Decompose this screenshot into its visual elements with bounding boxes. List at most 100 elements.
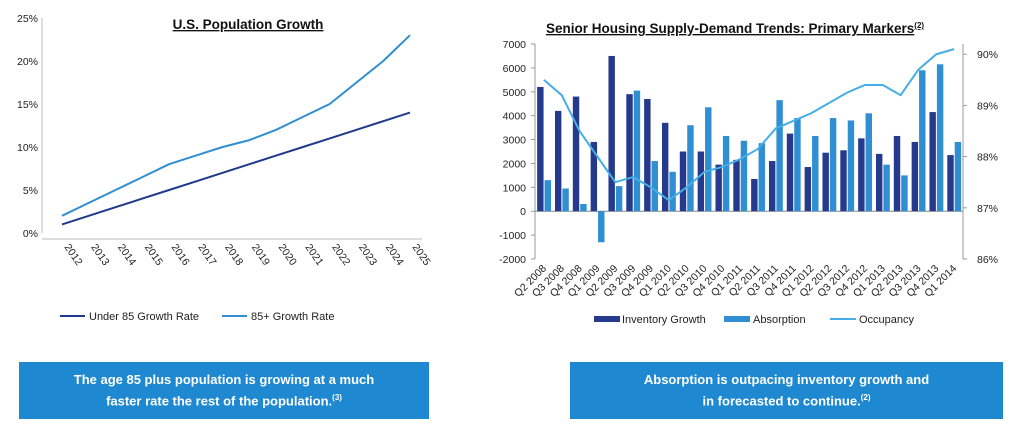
y-tick-label: 15% — [17, 99, 38, 111]
x-tick-label: 2017 — [195, 242, 218, 268]
x-tick-label: 2022 — [329, 242, 352, 268]
right-tick-label: 87% — [977, 203, 998, 215]
legend-label-85plus: 85+ Growth Rate — [251, 311, 334, 323]
absorption-bar — [722, 135, 730, 212]
inventory-bar — [715, 164, 722, 212]
inventory-bar — [858, 138, 865, 212]
right-tick-label: 90% — [977, 49, 998, 61]
absorption-bar — [740, 140, 748, 212]
inventory-bar — [697, 151, 705, 212]
inventory-bar — [608, 55, 615, 212]
population-growth-chart: U.S. Population Growth 0%5%10%15%20%25% … — [17, 13, 433, 323]
x-tick-label: 2016 — [169, 242, 192, 268]
x-tick-label: 2020 — [276, 242, 299, 268]
absorption-bar — [776, 100, 783, 212]
occupancy-line — [543, 48, 955, 202]
inventory-bar — [786, 133, 794, 212]
y-tick-label: 25% — [17, 13, 38, 25]
inventory-bar — [840, 150, 847, 212]
inventory-bar — [875, 153, 883, 212]
callout-line: Absorption is outpacing inventory growth… — [643, 371, 930, 387]
x-tick-label: 2015 — [142, 242, 165, 268]
absorption-bar — [598, 211, 605, 243]
x-tick-label: 2012 — [62, 242, 85, 268]
absorption-bar — [883, 164, 890, 212]
absorption-bar — [562, 188, 569, 212]
right-tick-label: 86% — [977, 254, 998, 266]
left-tick-label: 1000 — [503, 182, 527, 194]
right-tick-label: 89% — [977, 100, 998, 112]
absorption-bar — [794, 118, 801, 212]
legend-label-under85: Under 85 Growth Rate — [89, 311, 199, 323]
left-tick-label: 2000 — [503, 158, 527, 170]
inventory-bar — [929, 112, 936, 212]
inventory-bar — [554, 110, 562, 212]
right-tick-label: 88% — [977, 152, 998, 164]
inventory-bar — [911, 141, 919, 212]
absorption-bar — [705, 107, 712, 212]
callout-line: The age 85 plus population is growing at… — [73, 371, 375, 387]
series-line-85plus — [61, 34, 411, 217]
absorption-bar — [615, 186, 623, 212]
left-tick-label: 3000 — [503, 135, 527, 147]
y-tick-label: 10% — [17, 142, 38, 154]
inventory-bar — [893, 135, 901, 212]
chart-title: U.S. Population Growth — [173, 17, 324, 32]
legend: Inventory Growth Absorption Occupancy — [594, 314, 915, 326]
inventory-bar — [661, 122, 669, 212]
inventory-bar — [751, 178, 758, 212]
absorption-bar — [812, 135, 819, 212]
x-tick-label: 2023 — [356, 242, 379, 268]
inventory-bar — [679, 151, 687, 212]
x-tick-label: 2013 — [88, 242, 111, 268]
x-tick-label: 2018 — [222, 242, 245, 268]
inventory-bar — [768, 161, 776, 212]
legend-swatch-absorption — [724, 316, 750, 322]
inventory-bar — [537, 87, 544, 212]
x-tick-label: 2014 — [115, 242, 138, 268]
legend-label-absorption: Absorption — [753, 314, 806, 326]
y-tick-label: 0% — [23, 228, 38, 240]
left-tick-label: 0 — [520, 206, 526, 218]
left-tick-label: 7000 — [503, 39, 527, 51]
absorption-bar — [580, 204, 587, 212]
series-line-under85 — [61, 111, 411, 226]
chart-title: Senior Housing Supply-Demand Trends: Pri… — [546, 21, 924, 36]
absorption-bar — [936, 64, 944, 212]
callout-line: faster rate the rest of the population.(… — [106, 392, 342, 409]
left-tick-label: -2000 — [499, 254, 526, 266]
absorption-bar — [687, 125, 694, 212]
absorption-bar — [544, 180, 551, 212]
inventory-bar — [822, 152, 829, 212]
legend-label-occupancy: Occupancy — [859, 314, 915, 326]
left-tick-label: -1000 — [499, 230, 526, 242]
x-tick-label: 2025 — [410, 242, 433, 268]
inventory-bar — [626, 94, 633, 212]
legend: Under 85 Growth Rate 85+ Growth Rate — [60, 311, 334, 323]
absorption-bar — [651, 161, 658, 212]
callout-line: in forecasted to continue.(2) — [702, 392, 871, 409]
absorption-bar — [919, 70, 926, 212]
inventory-bar — [590, 141, 598, 212]
y-tick-label: 20% — [17, 56, 38, 68]
inventory-bar — [947, 155, 954, 212]
inventory-bar — [804, 167, 812, 212]
x-tick-label: 2019 — [249, 242, 272, 268]
left-tick-label: 6000 — [503, 63, 527, 75]
absorption-bar — [954, 141, 962, 212]
inventory-bar — [644, 98, 651, 212]
y-tick-label: 5% — [23, 185, 38, 197]
inventory-bar — [572, 96, 580, 212]
absorption-bar — [829, 118, 837, 212]
absorption-bar — [847, 120, 855, 212]
absorption-bar — [633, 90, 641, 212]
callout-right: Absorption is outpacing inventory growth… — [570, 362, 1003, 419]
x-tick-label: 2024 — [383, 242, 406, 268]
absorption-bar — [669, 171, 676, 212]
absorption-bar — [901, 175, 908, 212]
x-tick-label: 2021 — [302, 242, 325, 268]
legend-swatch-inventory — [594, 316, 620, 322]
senior-housing-chart: Senior Housing Supply-Demand Trends: Pri… — [499, 21, 998, 326]
legend-label-inventory: Inventory Growth — [622, 314, 706, 326]
